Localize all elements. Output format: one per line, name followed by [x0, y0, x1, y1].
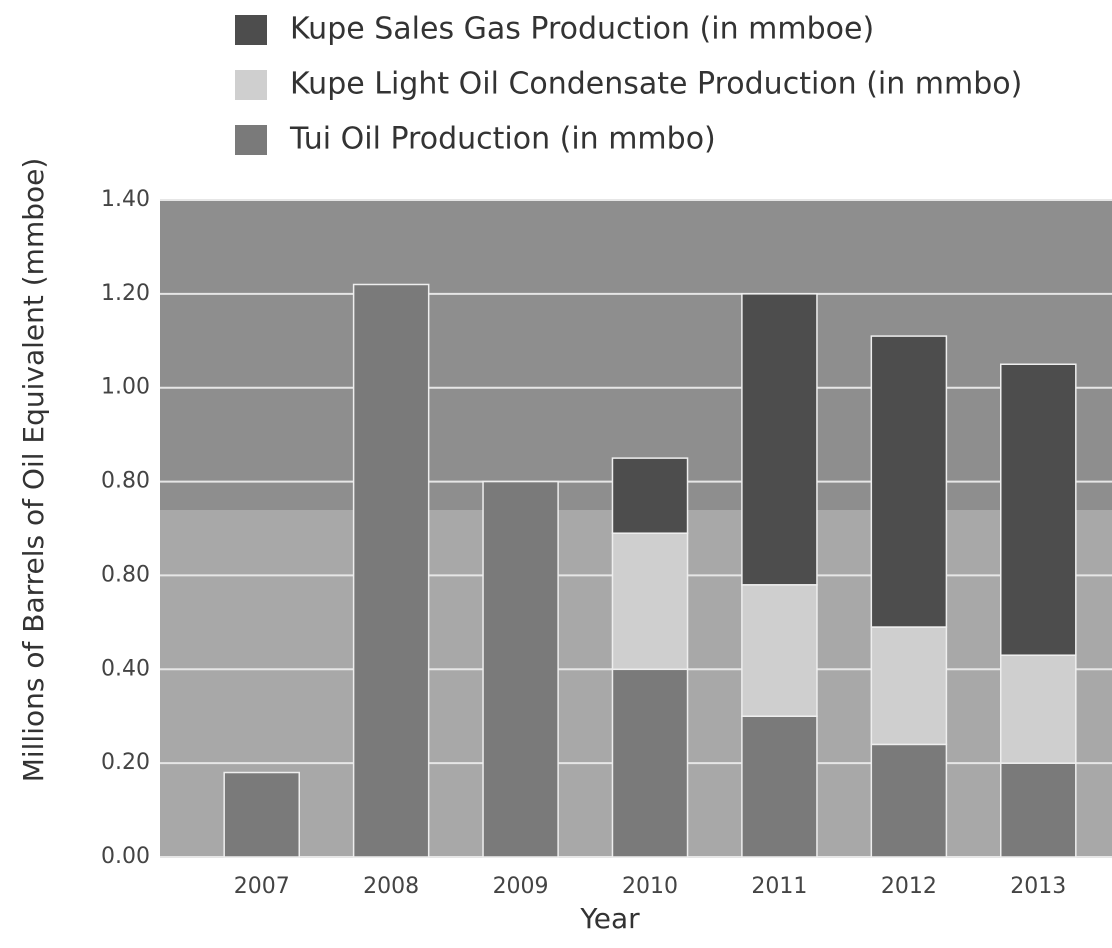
- bar: [741, 584, 818, 717]
- bar: [352, 283, 430, 858]
- bar: [611, 668, 689, 858]
- y-axis-title: Millions of Barrels of Oil Equivalent (m…: [17, 158, 50, 783]
- bar: [611, 457, 689, 534]
- bar: [870, 335, 948, 628]
- x-tick-label: 2013: [1010, 874, 1066, 899]
- y-tick-label: 0.80: [101, 562, 150, 587]
- bar: [741, 293, 818, 586]
- x-tick-label: 2010: [622, 874, 678, 899]
- y-tick-label: 1.20: [101, 281, 150, 306]
- legend-swatch: [235, 15, 267, 45]
- x-tick-label: 2011: [751, 874, 807, 899]
- legend-swatch: [235, 125, 267, 155]
- y-tick-label: 0.40: [101, 656, 150, 681]
- x-axis-title: Year: [579, 902, 640, 935]
- bar: [611, 532, 689, 671]
- legend-label: Kupe Light Oil Condensate Production (in…: [290, 67, 1022, 102]
- x-tick-label: 2007: [234, 874, 290, 899]
- y-tick-label: 1.00: [101, 375, 150, 400]
- legend-label: Tui Oil Production (in mmbo): [289, 122, 716, 157]
- y-tick-label: 0.20: [101, 750, 150, 775]
- legend-swatch: [235, 70, 267, 100]
- y-tick-label: 0.80: [101, 469, 150, 494]
- x-tick-label: 2008: [363, 874, 419, 899]
- bar: [223, 771, 300, 858]
- bar: [741, 715, 818, 858]
- bar: [1000, 363, 1077, 656]
- y-tick-label: 1.40: [101, 187, 150, 212]
- bar: [870, 743, 948, 858]
- y-tick-label: 0.00: [101, 844, 150, 869]
- legend-label: Kupe Sales Gas Production (in mmboe): [290, 12, 874, 47]
- x-tick-label: 2009: [493, 874, 549, 899]
- bar: [1000, 762, 1077, 858]
- bar: [482, 480, 559, 858]
- bar: [1000, 654, 1077, 764]
- bar: [870, 626, 948, 746]
- x-tick-label: 2012: [881, 874, 937, 899]
